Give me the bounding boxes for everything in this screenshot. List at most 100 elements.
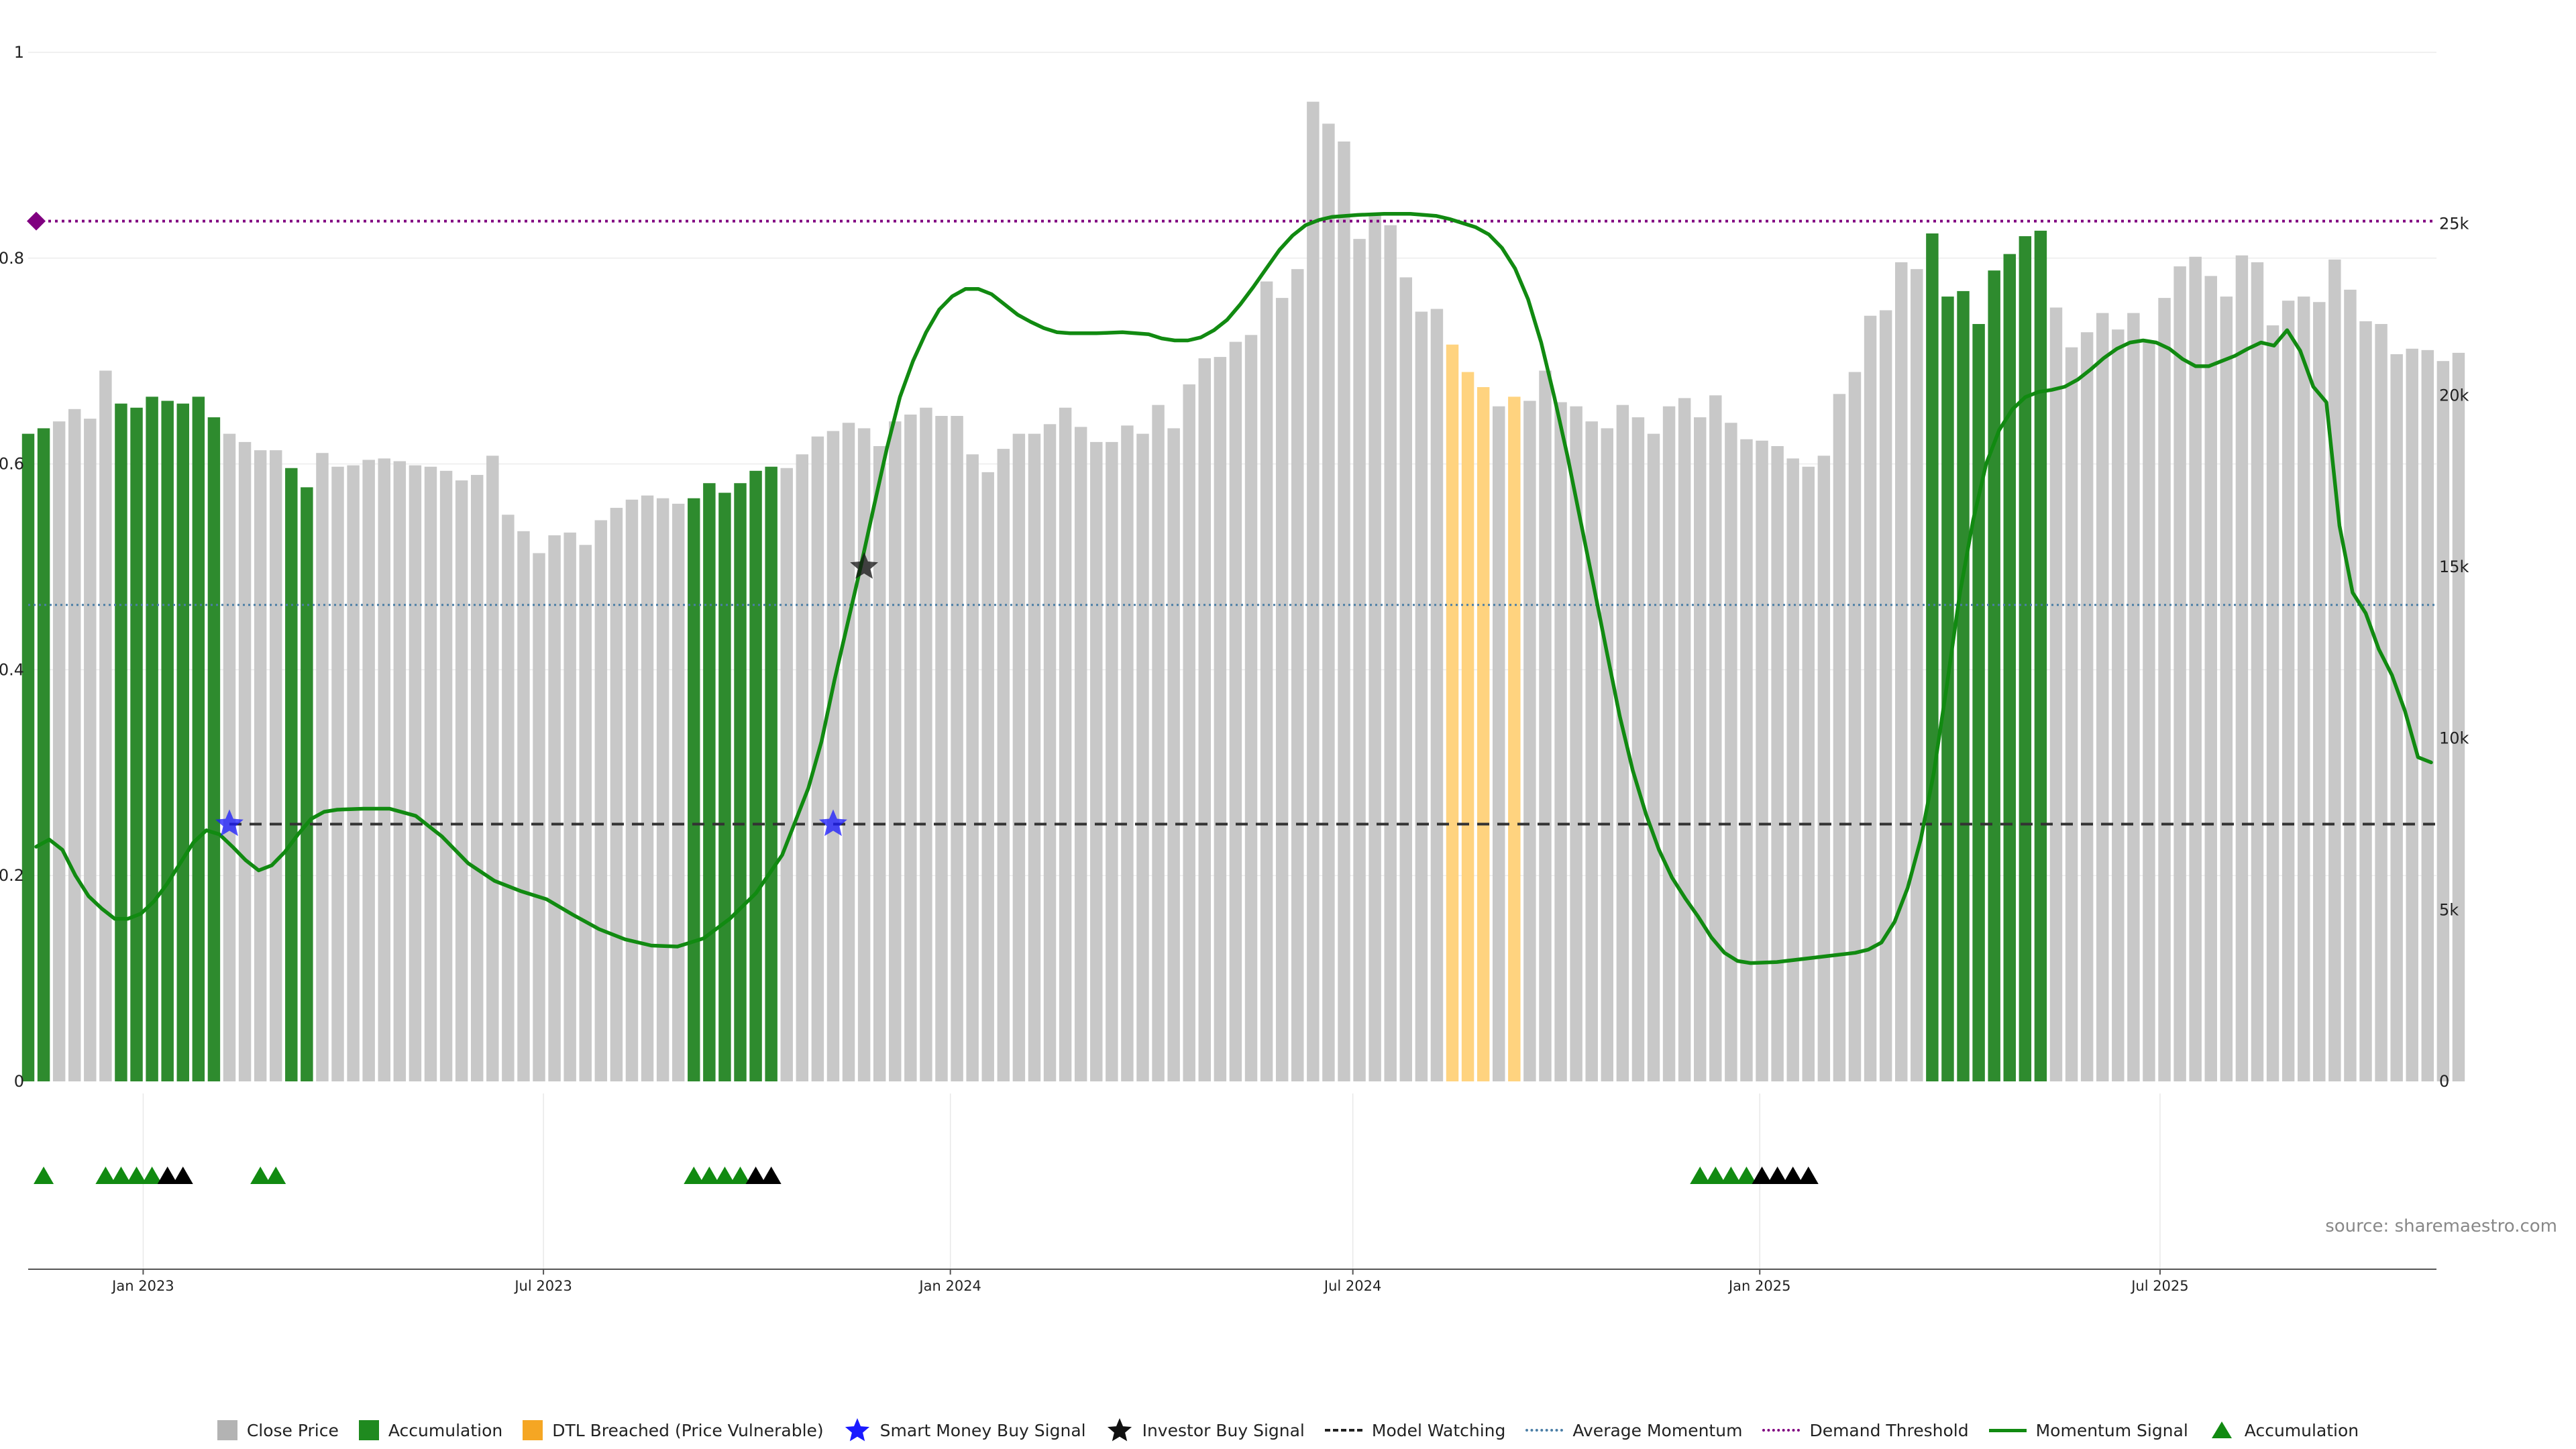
legend-label: Close Price	[246, 1420, 339, 1440]
close-price-bar	[873, 446, 886, 1081]
close-price-bar	[1725, 423, 1737, 1081]
close-price-bar	[1554, 402, 1567, 1081]
close-price-bar	[656, 498, 669, 1081]
close-price-bar	[1585, 421, 1598, 1081]
close-price-bar	[1647, 433, 1660, 1081]
accumulation-marker	[172, 1167, 193, 1184]
accumulation-bar	[703, 483, 716, 1081]
close-price-bar	[2049, 307, 2063, 1081]
dtl-breached-bar	[1508, 396, 1521, 1081]
accumulation-bar	[734, 483, 747, 1081]
dash-legend-swatch	[1324, 1429, 1362, 1432]
accumulation-bar	[2003, 254, 2016, 1081]
close-price-bar	[2328, 259, 2341, 1081]
close-price-bar	[52, 421, 66, 1081]
accumulation-marker	[111, 1167, 131, 1184]
close-price-bar	[981, 472, 994, 1081]
legend-item: Average Momentum	[1525, 1421, 1742, 1440]
close-price-bar	[1539, 370, 1552, 1081]
close-price-bar	[378, 458, 390, 1081]
close-price-bar	[1028, 433, 1041, 1081]
close-price-bar	[1601, 428, 1614, 1081]
close-price-bar	[316, 453, 329, 1081]
accumulation-marker	[745, 1167, 766, 1184]
close-price-bar	[68, 409, 81, 1081]
legend-item: Momentum Signal	[1988, 1421, 2188, 1440]
close-price-bar	[1662, 406, 1676, 1081]
close-price-bar	[2406, 348, 2418, 1081]
accumulation-bar	[1988, 270, 2000, 1081]
y-right-tick-label: 25k	[2439, 215, 2469, 233]
dtl-breached-bar	[1477, 387, 1490, 1082]
close-price-bar	[439, 470, 453, 1081]
momentum-signal-layer	[34, 212, 2433, 965]
accumulation-marker	[95, 1167, 116, 1184]
x-tick-label: Jul 2025	[2130, 1278, 2188, 1294]
accumulation-marker	[157, 1167, 178, 1184]
accumulation-marker	[1782, 1167, 1803, 1184]
close-price-bar	[1074, 427, 1087, 1081]
close-price-bar	[2143, 340, 2155, 1081]
close-price-bar	[2344, 289, 2357, 1081]
triangle-legend-swatch	[2211, 1421, 2232, 1438]
legend-item: Model Watching	[1324, 1421, 1505, 1440]
close-price-bar	[857, 428, 871, 1081]
close-price-bar	[99, 370, 112, 1081]
close-price-bar	[2421, 350, 2434, 1081]
close-price-bar	[1090, 441, 1103, 1081]
accumulation-marker	[699, 1167, 720, 1184]
close-price-bar	[780, 468, 793, 1081]
close-price-bar	[533, 553, 545, 1081]
close-price-bar	[2359, 321, 2372, 1081]
close-price-bar	[1368, 214, 1381, 1081]
close-price-bar	[1244, 335, 1258, 1082]
legend-label: Investor Buy Signal	[1142, 1420, 1305, 1440]
dtl-breached-bar	[1461, 372, 1474, 1081]
legend-item: Accumulation	[358, 1420, 502, 1440]
accumulation-marker	[730, 1167, 751, 1184]
y-right-tick-label: 5k	[2439, 900, 2459, 919]
square-legend-swatch	[523, 1420, 543, 1440]
close-price-bar	[393, 461, 407, 1081]
close-price-bar	[826, 431, 840, 1081]
smart-money-buy-signal	[819, 809, 847, 837]
legend-label: Demand Threshold	[1809, 1420, 1969, 1440]
close-price-bar	[951, 416, 963, 1081]
close-price-bar	[625, 499, 639, 1081]
investor-buy-signal	[850, 552, 878, 579]
close-price-bar	[1894, 262, 1908, 1081]
y-left-tick-label: 0.8	[0, 249, 24, 268]
close-price-bar	[548, 535, 561, 1081]
close-price-bar	[1399, 277, 1413, 1081]
close-price-bar	[2282, 301, 2295, 1081]
accumulation-marker	[1767, 1167, 1788, 1184]
bars	[21, 101, 2465, 1082]
legend-label: Accumulation	[2244, 1420, 2359, 1440]
close-price-bar	[2189, 256, 2202, 1082]
dot-legend-swatch	[1762, 1429, 1801, 1432]
close-price-bar	[1275, 298, 1289, 1082]
legend-item: Investor Buy Signal	[1106, 1417, 1305, 1444]
source-label: source: sharemaestro.com	[2325, 1216, 2557, 1236]
y-left-tick-label: 0.6	[0, 455, 24, 474]
close-price-bar	[1307, 101, 1320, 1082]
accumulation-marker	[250, 1167, 271, 1184]
close-price-bar	[1817, 455, 1831, 1081]
solid-legend-swatch	[1988, 1428, 2027, 1432]
legend: Close Price Accumulation DTL Breached (Pri…	[0, 1417, 2576, 1444]
accumulation-bar	[765, 466, 777, 1081]
x-tick-label: Jan 2025	[1727, 1278, 1791, 1294]
close-price-bar	[409, 465, 422, 1081]
y-left-tick-label: 0	[14, 1072, 24, 1091]
close-price-bar	[2096, 313, 2109, 1082]
legend-label: DTL Breached (Price Vulnerable)	[552, 1420, 824, 1440]
y-axis-left: 0 0.2 0.4 0.6 0.8 1	[0, 43, 24, 1091]
close-price-bar	[347, 465, 360, 1081]
legend-item: Smart Money Buy Signal	[844, 1417, 1086, 1444]
close-price-bar	[517, 531, 530, 1081]
close-price-bar	[1864, 315, 1877, 1082]
star-legend-swatch	[845, 1418, 869, 1442]
close-price-bar	[1183, 384, 1195, 1081]
accumulation-bar	[21, 433, 35, 1081]
